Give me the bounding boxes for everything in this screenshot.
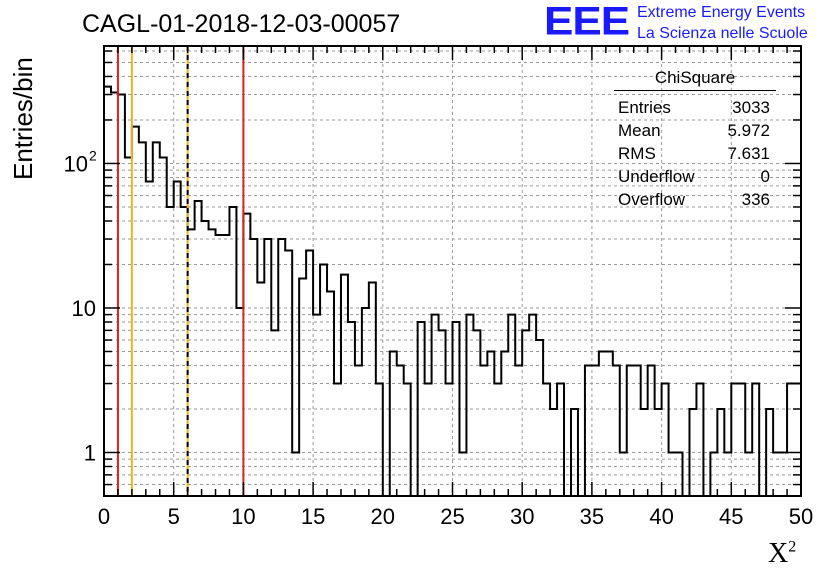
eee-logo: EEE bbox=[544, 0, 630, 44]
stats-row: Entries 3033 bbox=[614, 96, 776, 119]
x-tick-label: 10 bbox=[231, 504, 255, 529]
x-tick-label: 0 bbox=[98, 504, 110, 529]
logo-line-2: La Scienza nelle Scuole bbox=[637, 25, 808, 42]
y-tick-label: 10 bbox=[72, 296, 96, 321]
x-tick-label: 40 bbox=[649, 504, 673, 529]
x-tick-label: 15 bbox=[301, 504, 325, 529]
x-tick-label: 5 bbox=[168, 504, 180, 529]
histogram-line bbox=[103, 85, 802, 497]
stats-label: Overflow bbox=[618, 190, 686, 209]
stats-title: ChiSquare bbox=[614, 68, 776, 91]
stats-row: Mean 5.972 bbox=[614, 119, 776, 142]
stats-label: Entries bbox=[618, 98, 671, 117]
y-axis-label: Entries/bin bbox=[8, 57, 38, 180]
x-tick-label: 20 bbox=[371, 504, 395, 529]
stats-row: Underflow 0 bbox=[614, 165, 776, 188]
chart-title: CAGL-01-2018-12-03-00057 bbox=[82, 10, 401, 38]
y-tick-label: 1 bbox=[84, 440, 96, 465]
stats-value: 3033 bbox=[732, 98, 770, 117]
stats-value: 336 bbox=[741, 190, 770, 209]
x-axis-label-sup: 2 bbox=[788, 538, 797, 556]
stats-value: 5.972 bbox=[727, 121, 770, 140]
logo-line-1: Extreme Energy Events bbox=[637, 4, 806, 21]
x-axis-label: X2 bbox=[768, 538, 796, 570]
x-tick-label: 45 bbox=[719, 504, 743, 529]
y-tick-label: 10 bbox=[64, 151, 88, 176]
stats-label: Mean bbox=[618, 121, 661, 140]
x-tick-label: 50 bbox=[789, 504, 813, 529]
x-tick-label: 35 bbox=[580, 504, 604, 529]
y-tick-label-sup: 2 bbox=[89, 147, 97, 163]
stats-row: Overflow 336 bbox=[614, 188, 776, 211]
stats-row: RMS 7.631 bbox=[614, 142, 776, 165]
x-axis-label-base: X bbox=[768, 538, 789, 569]
x-tick-label: 30 bbox=[510, 504, 534, 529]
stats-label: RMS bbox=[618, 144, 656, 163]
stats-box: ChiSquare Entries 3033 Mean 5.972 RMS 7.631… bbox=[614, 68, 776, 211]
stats-value: 7.631 bbox=[727, 144, 770, 163]
x-tick-label: 25 bbox=[440, 504, 464, 529]
stats-value: 0 bbox=[760, 167, 770, 186]
stats-label: Underflow bbox=[618, 167, 695, 186]
